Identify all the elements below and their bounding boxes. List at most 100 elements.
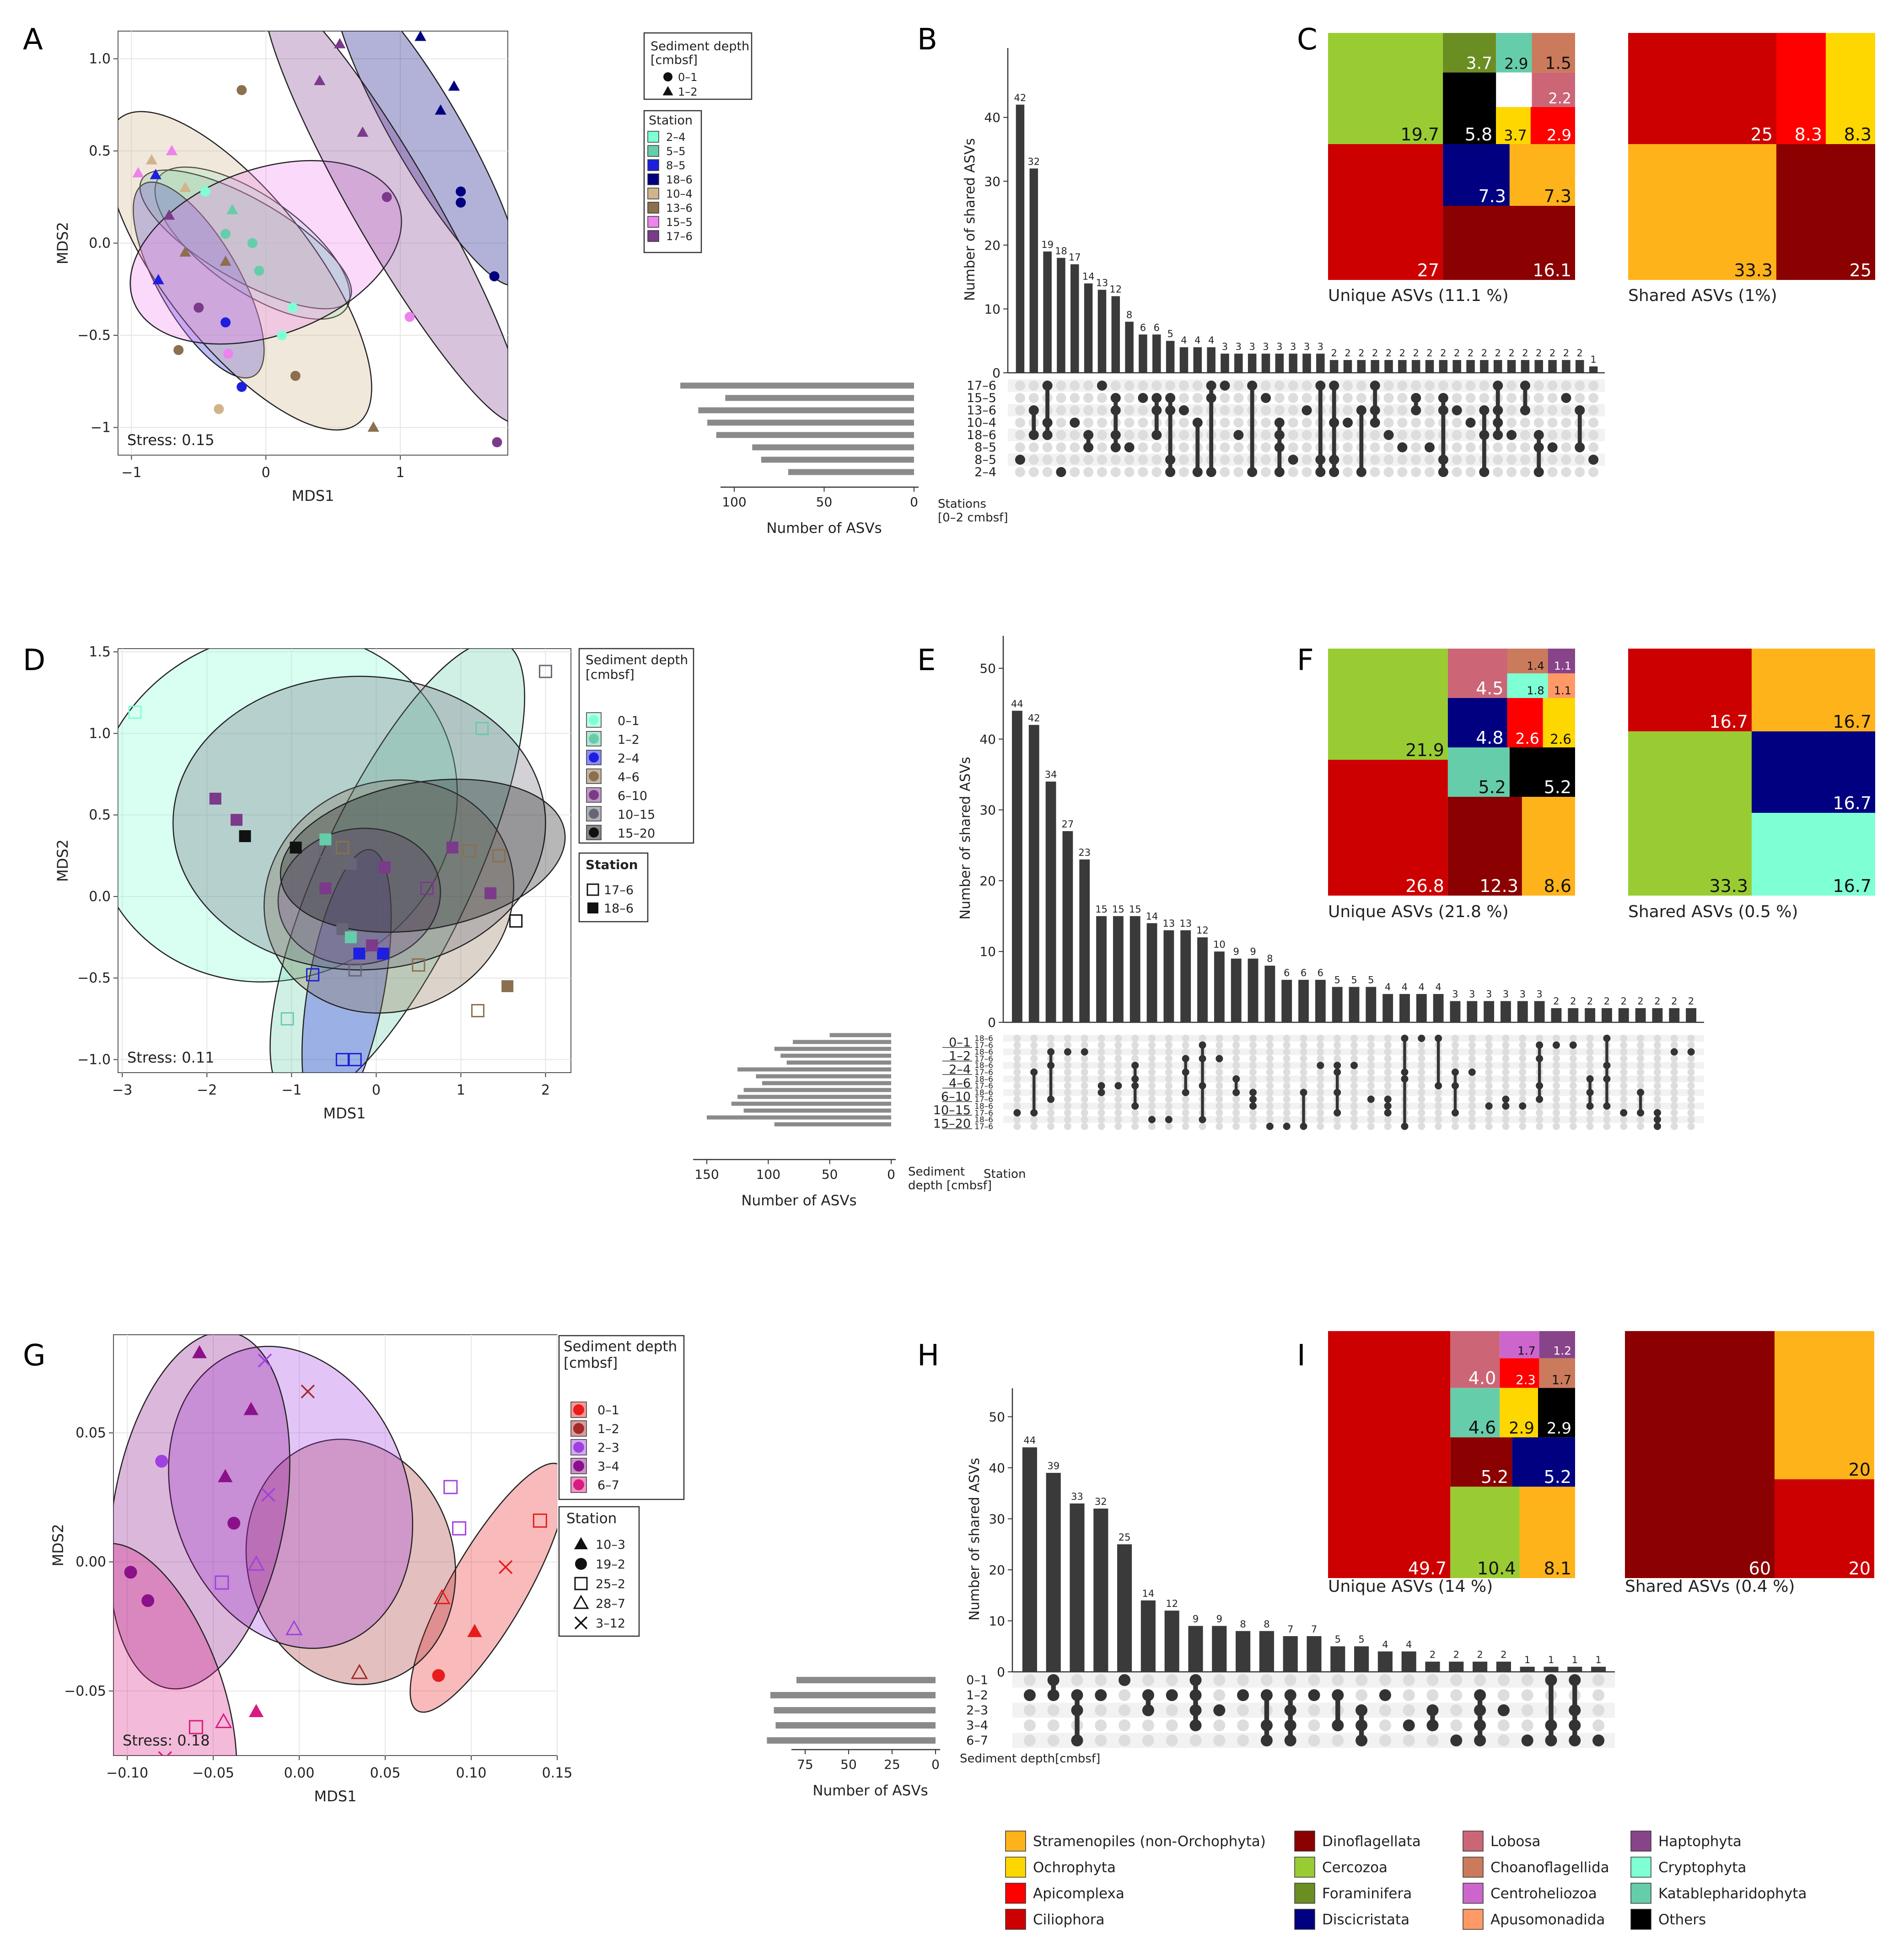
- bar-value-label: 2: [1501, 1649, 1506, 1660]
- matrix-empty-dot: [1042, 442, 1053, 452]
- legend-swatch: [1463, 1831, 1484, 1852]
- treemap-cell-ochrophyta: [1826, 33, 1875, 144]
- matrix-empty-dot: [1095, 1719, 1107, 1731]
- matrix-empty-dot: [1569, 1075, 1577, 1083]
- data-point: [509, 914, 523, 928]
- matrix-empty-dot: [1547, 393, 1558, 403]
- treemap-cell-ciliophora: [1775, 1479, 1874, 1578]
- matrix-empty-dot: [1450, 1704, 1463, 1716]
- matrix-filled-dot: [1536, 1082, 1544, 1090]
- matrix-filled-dot: [1138, 393, 1148, 403]
- data-point: [492, 849, 506, 863]
- set-size-bar: [796, 1677, 936, 1683]
- matrix-empty-dot: [1485, 1089, 1493, 1096]
- matrix-empty-dot: [1081, 1075, 1088, 1083]
- bar-value-label: 2: [1536, 348, 1542, 359]
- matrix-empty-dot: [1216, 1035, 1223, 1042]
- matrix-empty-dot: [1260, 442, 1271, 452]
- data-point: [237, 381, 247, 392]
- matrix-empty-dot: [1474, 1674, 1486, 1686]
- matrix-empty-dot: [1266, 1102, 1274, 1110]
- data-point: [214, 404, 224, 414]
- matrix-filled-dot: [1370, 381, 1380, 391]
- legend-label: 6–7: [597, 1478, 619, 1493]
- intersection-bar: [1398, 360, 1407, 373]
- matrix-empty-dot: [1165, 1102, 1173, 1110]
- matrix-filled-dot: [1151, 393, 1162, 403]
- matrix-filled-dot: [1367, 1096, 1375, 1103]
- treemap-cell-label: 12.3: [1479, 876, 1518, 896]
- legend-label: Choanoflagellida: [1490, 1859, 1609, 1876]
- matrix-empty-dot: [1552, 1109, 1560, 1117]
- matrix-empty-dot: [1064, 1062, 1071, 1069]
- matrix-filled-dot: [1653, 1109, 1661, 1117]
- matrix-filled-dot: [1274, 418, 1285, 428]
- data-point: [221, 317, 231, 328]
- set-size-bar: [737, 1067, 891, 1072]
- panel-letter-G: G: [23, 1339, 46, 1373]
- matrix-empty-dot: [1519, 1096, 1527, 1103]
- intersection-bar: [1163, 930, 1174, 1022]
- matrix-empty-dot: [1586, 1122, 1594, 1130]
- legend-title: [cmbsf]: [586, 667, 635, 682]
- data-point: [448, 80, 460, 91]
- matrix-empty-dot: [1283, 1096, 1291, 1103]
- matrix-filled-dot: [1042, 381, 1053, 391]
- matrix-empty-dot: [1165, 1075, 1173, 1083]
- matrix-empty-dot: [1552, 1069, 1560, 1076]
- group-ellipse: [118, 111, 372, 431]
- matrix-empty-dot: [1485, 1075, 1493, 1083]
- station-label: 18–6: [974, 1048, 993, 1057]
- bar-value-label: 6: [1140, 322, 1146, 333]
- matrix-empty-dot: [1334, 1116, 1341, 1123]
- matrix-empty-dot: [1418, 1041, 1425, 1049]
- matrix-empty-dot: [1148, 1035, 1156, 1042]
- matrix-empty-dot: [1465, 405, 1476, 415]
- group-ellipse: [245, 1439, 456, 1686]
- matrix-filled-dot: [1493, 381, 1503, 391]
- bar-value-label: 1: [1590, 354, 1596, 365]
- matrix-empty-dot: [1502, 1109, 1510, 1117]
- matrix-empty-dot: [1502, 1122, 1510, 1130]
- matrix-filled-dot: [1603, 1075, 1611, 1083]
- matrix-empty-dot: [1418, 1062, 1425, 1069]
- legend-label: 10–3: [596, 1538, 625, 1552]
- matrix-empty-dot: [1411, 381, 1421, 391]
- matrix-empty-dot: [1425, 393, 1435, 403]
- bar-value-label: 17: [1069, 252, 1081, 263]
- treemap-cell-katablepharidophyta: [1496, 33, 1532, 73]
- matrix-empty-dot: [1216, 1122, 1223, 1130]
- matrix-empty-dot: [1497, 1674, 1510, 1686]
- matrix-filled-dot: [1081, 1048, 1088, 1056]
- matrix-title: Stations: [938, 497, 986, 511]
- matrix-empty-dot: [1418, 1096, 1425, 1103]
- matrix-empty-dot: [1670, 1116, 1678, 1123]
- intersection-bar: [1316, 354, 1325, 373]
- matrix-empty-dot: [1182, 1041, 1189, 1049]
- legend-label: Ciliophora: [1033, 1912, 1104, 1928]
- matrix-empty-dot: [1182, 1096, 1189, 1103]
- matrix-empty-dot: [1592, 1674, 1605, 1686]
- cross-stroke: [261, 1488, 275, 1502]
- matrix-empty-dot: [1687, 1062, 1695, 1069]
- matrix-filled-dot: [1165, 393, 1176, 403]
- legend-marker: [589, 809, 599, 819]
- matrix-empty-dot: [1283, 1075, 1291, 1083]
- matrix-empty-dot: [1451, 1055, 1459, 1063]
- matrix-empty-dot: [1064, 1109, 1071, 1117]
- intersection-bar: [1384, 360, 1393, 373]
- data-point: [367, 421, 379, 432]
- treemap-cell-apicomplexa: [1776, 33, 1826, 144]
- matrix-empty-dot: [1030, 1041, 1038, 1049]
- matrix-empty-dot: [1220, 418, 1230, 428]
- matrix-empty-dot: [1081, 1041, 1088, 1049]
- matrix-filled-dot: [1506, 430, 1517, 440]
- matrix-empty-dot: [1013, 1122, 1021, 1130]
- station-label: 17–6: [974, 1054, 993, 1063]
- matrix-empty-dot: [1119, 1689, 1131, 1701]
- matrix-empty-dot: [1425, 381, 1435, 391]
- matrix-empty-dot: [1452, 381, 1462, 391]
- matrix-filled-dot: [1182, 1055, 1189, 1063]
- matrix-empty-dot: [1081, 1089, 1088, 1096]
